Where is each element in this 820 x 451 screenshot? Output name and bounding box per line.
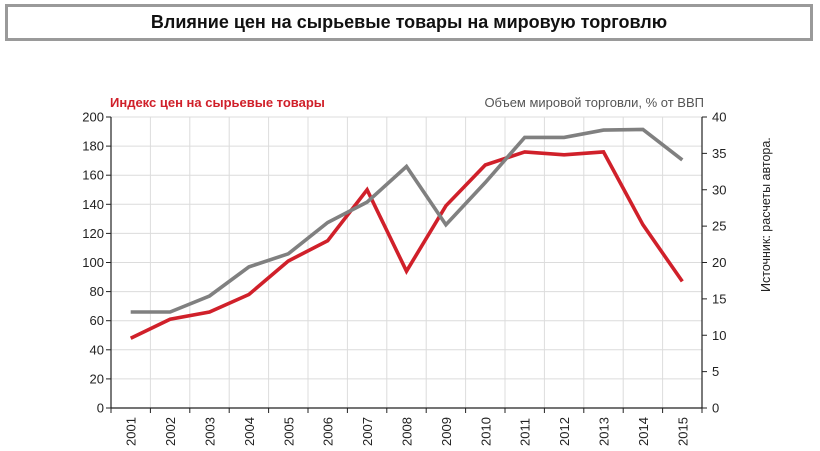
left-tick-label: 120 <box>82 226 104 241</box>
source-note: Источник: расчеты автора. <box>759 137 773 292</box>
right-tick-label: 10 <box>712 328 726 343</box>
right-axis-ticks: 0 5 10 15 20 25 30 35 40 <box>702 110 726 416</box>
x-tick-label: 2002 <box>163 417 178 446</box>
left-axis-ticks: 0 20 40 60 80 100 120 140 160 180 200 <box>82 110 111 416</box>
series-lines <box>129 127 684 340</box>
x-tick-label: 2001 <box>124 417 139 446</box>
x-tick-label: 2009 <box>439 417 454 446</box>
left-tick-label: 40 <box>90 342 104 357</box>
legend-world-trade: Объем мировой торговли, % от ВВП <box>484 95 704 110</box>
left-tick-label: 100 <box>82 255 104 270</box>
chart-title: Влияние цен на сырьевые товары на мирову… <box>5 4 813 41</box>
right-tick-label: 15 <box>712 291 726 306</box>
x-tick-label: 2012 <box>557 417 572 446</box>
x-tick-label: 2008 <box>400 417 415 446</box>
x-tick-label: 2013 <box>597 417 612 446</box>
left-tick-label: 0 <box>97 401 104 416</box>
left-tick-label: 200 <box>82 110 104 125</box>
commodity-index-line <box>129 150 684 340</box>
grid-lines <box>110 116 703 409</box>
left-tick-label: 80 <box>90 284 104 299</box>
x-tick-label: 2007 <box>360 417 375 446</box>
x-tick-label: 2010 <box>478 417 493 446</box>
left-tick-label: 20 <box>90 371 104 386</box>
x-tick-label: 2015 <box>675 417 690 446</box>
right-tick-label: 20 <box>712 255 726 270</box>
world-trade-line <box>130 127 684 314</box>
right-tick-label: 0 <box>712 401 719 416</box>
right-tick-label: 40 <box>712 110 726 125</box>
left-tick-label: 140 <box>82 197 104 212</box>
left-tick-label: 180 <box>82 139 104 154</box>
x-tick-label: 2011 <box>518 418 533 446</box>
right-tick-label: 30 <box>712 182 726 197</box>
x-tick-label: 2006 <box>321 417 336 446</box>
legend-commodity-index: Индекс цен на сырьевые товары <box>110 95 325 110</box>
right-tick-label: 35 <box>712 146 726 161</box>
x-tick-label: 2003 <box>203 417 218 446</box>
x-tick-label: 2004 <box>242 417 257 446</box>
x-tick-label: 2005 <box>281 417 296 446</box>
right-tick-label: 5 <box>712 364 719 379</box>
left-tick-label: 160 <box>82 168 104 183</box>
left-tick-label: 60 <box>90 313 104 328</box>
x-tick-label: 2014 <box>636 417 651 446</box>
x-axis-ticks: 2001 2002 2003 2004 2005 2006 2007 2008 2009 2010… <box>110 408 703 446</box>
right-tick-label: 25 <box>712 219 726 234</box>
